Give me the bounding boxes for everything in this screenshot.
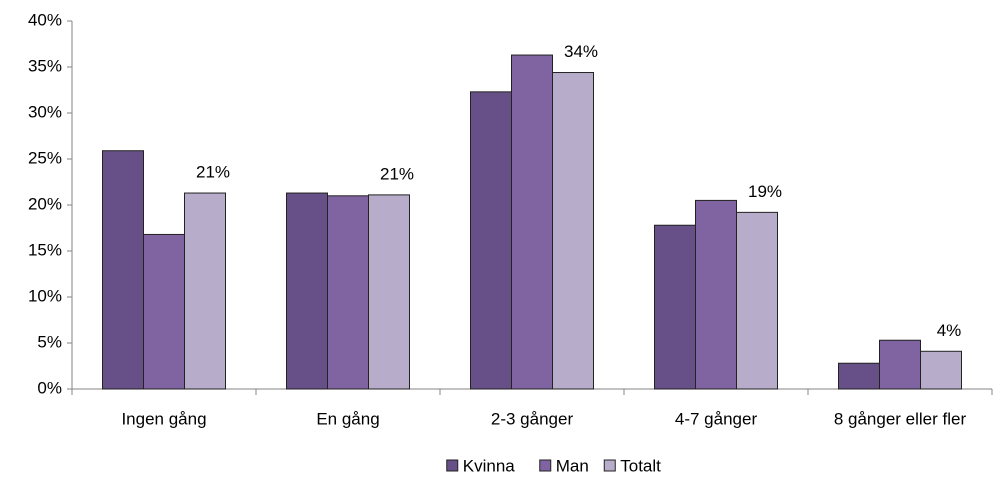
bar — [184, 192, 226, 390]
data-label: 21% — [196, 163, 230, 182]
bar — [368, 194, 410, 390]
x-tick-label: Ingen gång — [121, 409, 206, 428]
bar — [879, 339, 921, 390]
bar — [102, 150, 144, 390]
bar — [511, 54, 553, 390]
x-tick-label: 8 gånger eller fler — [834, 409, 967, 428]
legend-label: Totalt — [620, 456, 661, 475]
bar — [654, 224, 696, 390]
legend-swatch — [446, 459, 459, 472]
data-label: 19% — [748, 182, 782, 201]
x-tick-label: 2-3 gånger — [491, 409, 574, 428]
data-label: 4% — [937, 321, 962, 340]
legend-label: Man — [556, 456, 589, 475]
legend-swatch — [603, 459, 616, 472]
x-tick-label: 4-7 gånger — [675, 409, 758, 428]
y-tick-label: 20% — [28, 194, 62, 213]
legend-swatch — [539, 459, 552, 472]
bar — [736, 211, 778, 390]
bar — [327, 195, 369, 390]
bar — [286, 192, 328, 390]
y-tick-label: 40% — [28, 10, 62, 29]
bar — [838, 362, 880, 390]
y-tick-label: 5% — [37, 332, 62, 351]
bar — [143, 233, 185, 390]
bar — [695, 199, 737, 390]
y-tick-label: 25% — [28, 148, 62, 167]
y-tick-label: 0% — [37, 378, 62, 397]
bar — [552, 72, 594, 390]
x-tick-label: En gång — [316, 409, 379, 428]
legend-label: Kvinna — [463, 456, 516, 475]
y-tick-label: 15% — [28, 240, 62, 259]
y-tick-label: 35% — [28, 56, 62, 75]
y-tick-label: 30% — [28, 102, 62, 121]
bar — [920, 350, 962, 390]
y-tick-label: 10% — [28, 286, 62, 305]
data-label: 21% — [380, 164, 414, 183]
data-label: 34% — [564, 42, 598, 61]
bar — [470, 91, 512, 390]
